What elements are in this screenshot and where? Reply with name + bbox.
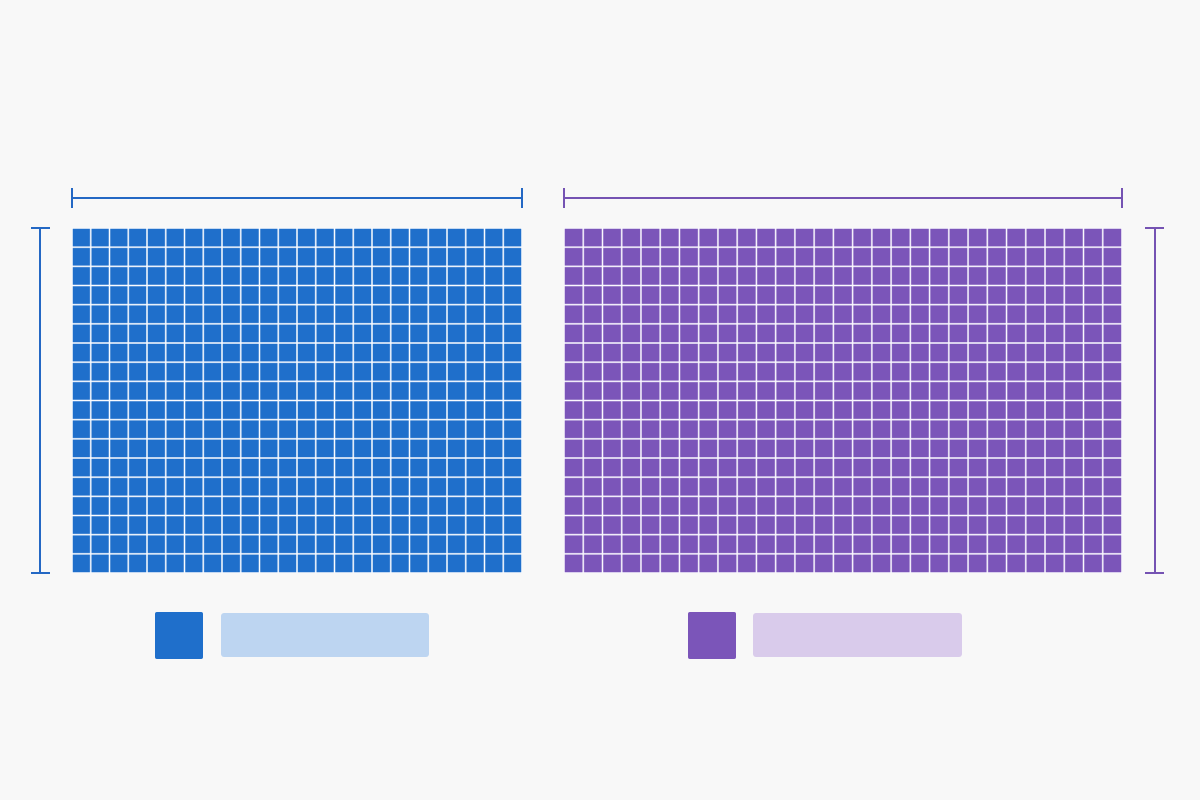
left-panel: [31, 188, 523, 574]
blue-grid: [72, 228, 522, 573]
legend-swatch: [688, 612, 736, 659]
right-panel: [563, 188, 1164, 574]
purple-grid: [564, 228, 1122, 573]
legend-swatch: [155, 612, 203, 659]
legend-label-placeholder: [753, 613, 962, 657]
legend-label-placeholder: [221, 613, 429, 657]
